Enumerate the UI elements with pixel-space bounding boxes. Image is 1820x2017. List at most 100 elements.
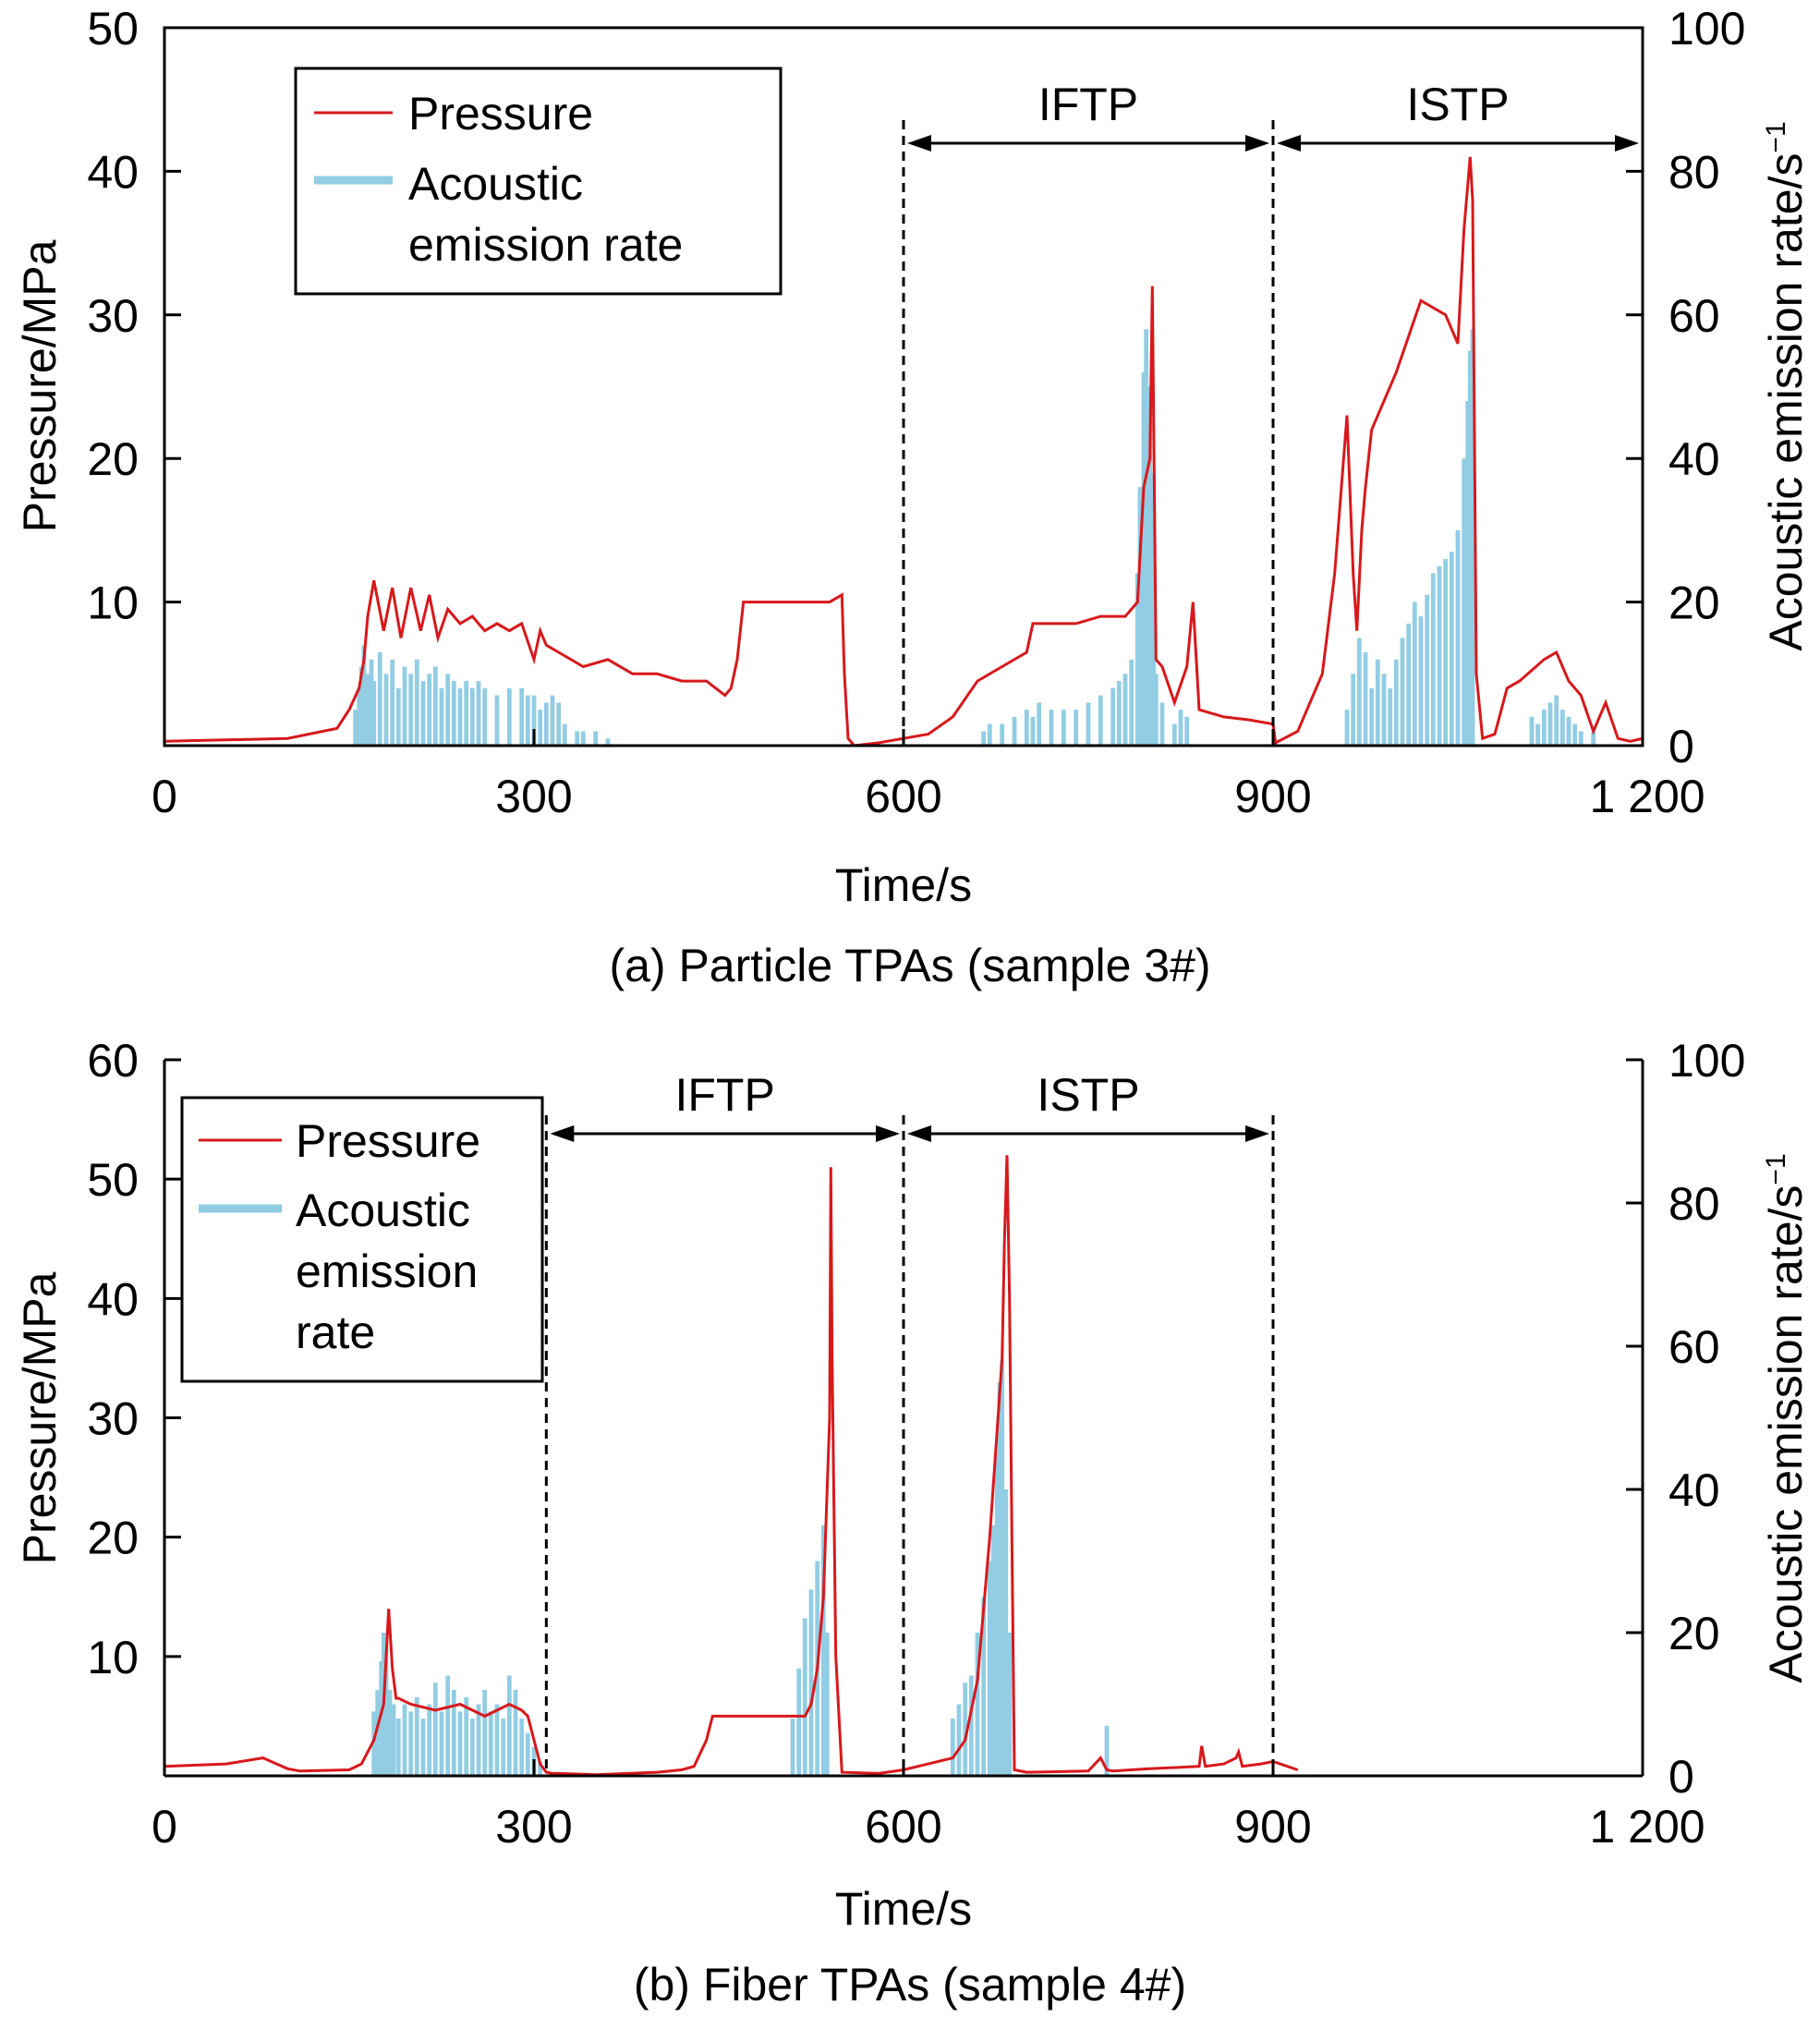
legend-acoustic-line-3-b: rate (296, 1306, 375, 1358)
acoustic-bar-a-4 (365, 674, 370, 746)
acoustic-bar-b-4 (383, 1646, 389, 1776)
acoustic-bar-a-22 (469, 687, 475, 746)
y-tick-label-left-b-4: 50 (87, 1154, 139, 1206)
acoustic-bar-b-46 (994, 1453, 1000, 1776)
acoustic-bar-a-72 (1381, 674, 1387, 746)
acoustic-bar-a-98 (1591, 731, 1596, 746)
acoustic-bar-a-47 (1061, 710, 1066, 746)
acoustic-bar-b-13 (432, 1683, 438, 1776)
acoustic-bar-a-68 (1356, 638, 1362, 746)
legend-acoustic-label-a: Acoustic emission rate (408, 158, 683, 271)
y-axis-title-right-b: Acoustic emission rate/s−1 (1760, 1153, 1812, 1683)
acoustic-bar-b-6 (391, 1704, 396, 1776)
acoustic-bar-a-18 (445, 674, 451, 746)
x-axis-title-b: Time/s (835, 1883, 972, 1935)
acoustic-bar-a-19 (451, 681, 456, 746)
acoustic-bar-b-19 (469, 1719, 475, 1776)
acoustic-bar-a-33 (556, 702, 562, 746)
acoustic-bar-a-89 (1529, 716, 1535, 746)
acoustic-bar-a-24 (482, 687, 488, 746)
acoustic-bar-a-93 (1554, 695, 1559, 746)
acoustic-bar-a-56 (1137, 487, 1143, 746)
acoustic-bar-a-20 (457, 687, 463, 746)
phase-label-a-1: ISTP (1406, 79, 1509, 130)
acoustic-bar-a-84 (1455, 529, 1461, 746)
acoustic-bar-a-16 (432, 666, 438, 746)
acoustic-bar-a-23 (476, 681, 481, 746)
acoustic-bar-b-15 (445, 1675, 451, 1776)
y-tick-label-right-b-3: 60 (1668, 1321, 1720, 1373)
phase-arrowhead-left-b-1 (907, 1125, 931, 1142)
acoustic-bar-a-17 (439, 687, 444, 746)
legend-b: Pressure Acoustic emission rate (180, 1096, 544, 1383)
y-tick-label-right-b-4: 80 (1668, 1178, 1720, 1230)
x-axis-title-a: Time/s (835, 859, 972, 911)
phase-label-b-0: IFTP (675, 1069, 775, 1121)
acoustic-bar-a-26 (506, 687, 512, 746)
acoustic-bar-b-44 (987, 1561, 992, 1776)
acoustic-bar-a-57 (1141, 372, 1147, 746)
phase-arrowhead-left-a-0 (907, 135, 931, 152)
acoustic-bar-b-11 (420, 1719, 426, 1776)
acoustic-bar-b-36 (820, 1525, 826, 1776)
acoustic-bar-a-96 (1572, 723, 1578, 746)
legend-box-b (180, 1096, 544, 1383)
acoustic-bar-b-8 (402, 1704, 407, 1776)
acoustic-bar-a-95 (1566, 716, 1571, 746)
acoustic-bar-b-16 (451, 1690, 456, 1776)
acoustic-bar-a-0 (353, 710, 358, 746)
acoustic-bar-a-5 (369, 659, 374, 746)
acoustic-bar-a-64 (1178, 710, 1183, 746)
acoustic-bar-a-73 (1388, 687, 1393, 746)
y-tick-label-right-b-1: 20 (1668, 1608, 1720, 1659)
acoustic-bar-a-63 (1171, 723, 1177, 746)
acoustic-bars-b (371, 1360, 1110, 1776)
y-tick-label-right-a-3: 60 (1668, 290, 1720, 342)
acoustic-bar-a-59 (1147, 386, 1153, 746)
acoustic-bar-b-22 (488, 1711, 493, 1776)
acoustic-bar-a-1 (357, 687, 362, 746)
y-tick-label-right-b-0: 0 (1668, 1751, 1694, 1803)
pressure-line-b (164, 1155, 1299, 1776)
acoustic-bar-b-40 (963, 1683, 968, 1776)
x-tick-label-a-0: 0 (152, 771, 177, 822)
x-tick-label-b-0: 0 (152, 1801, 177, 1853)
acoustic-bar-b-0 (371, 1711, 377, 1776)
acoustic-bar-a-32 (550, 695, 555, 746)
y-tick-label-left-b-2: 30 (87, 1393, 139, 1445)
acoustic-bar-b-23 (494, 1704, 500, 1776)
acoustic-bar-a-35 (575, 731, 580, 746)
acoustic-bar-b-7 (395, 1719, 401, 1776)
acoustic-bar-a-39 (981, 731, 987, 746)
acoustic-bar-a-82 (1443, 559, 1449, 746)
x-tick-label-a-2: 600 (865, 771, 941, 822)
x-tick-label-b-2: 600 (865, 1801, 941, 1853)
y-axis-title-right-text-a: Acoustic emission rate/s (1760, 153, 1812, 651)
axis-ticks-a: 0 300 600 900 1 200 10 20 30 40 50 0 20 40 60 80 100 (87, 3, 1745, 822)
acoustic-bar-b-17 (457, 1711, 463, 1776)
acoustic-bar-a-13 (414, 659, 419, 746)
phase-markers-a: IFTP ISTP (902, 79, 1639, 746)
acoustic-bar-b-21 (482, 1690, 488, 1776)
acoustic-bar-a-7 (377, 652, 382, 746)
y-tick-label-left-a-4: 50 (87, 3, 139, 55)
x-tick-label-a-4: 1 200 (1589, 771, 1705, 822)
y-tick-label-right-a-5: 100 (1668, 3, 1745, 55)
y-axis-title-right-sup-b: −1 (1761, 1153, 1791, 1185)
acoustic-bar-a-86 (1465, 401, 1471, 746)
y-tick-label-left-b-5: 60 (87, 1035, 139, 1087)
acoustic-bar-b-38 (950, 1719, 955, 1776)
acoustic-bar-a-46 (1049, 710, 1054, 746)
acoustic-bar-a-71 (1375, 659, 1380, 746)
acoustic-bar-a-53 (1122, 674, 1128, 746)
phase-arrowhead-right-b-1 (1245, 1125, 1269, 1142)
acoustic-bar-b-28 (525, 1732, 530, 1776)
acoustic-bar-a-48 (1074, 710, 1079, 746)
acoustic-bar-a-52 (1116, 681, 1122, 746)
x-tick-label-a-1: 300 (495, 771, 572, 822)
acoustic-bar-a-61 (1153, 674, 1159, 746)
acoustic-bar-a-37 (593, 731, 599, 746)
y-tick-label-right-a-4: 80 (1668, 146, 1720, 198)
acoustic-bar-b-45 (990, 1525, 996, 1776)
